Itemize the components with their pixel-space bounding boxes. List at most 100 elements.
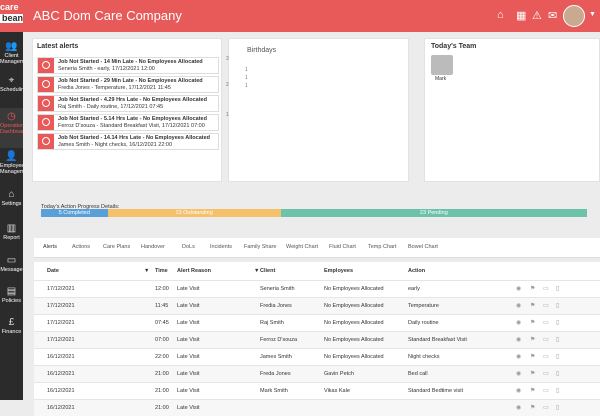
col-action[interactable]: Action (408, 268, 426, 274)
mail-icon[interactable]: ✉ (548, 10, 558, 22)
table-row[interactable]: 17/12/2021 07:00 Late Visit Ferroz D'souza N… (34, 331, 600, 348)
cell-client: Freda Jones (260, 371, 291, 377)
comment-icon[interactable]: ▭ (543, 405, 549, 411)
cell-action: Night checks (408, 354, 440, 360)
view-icon[interactable]: ◉ (516, 320, 522, 326)
flag-icon[interactable]: ⚑ (530, 320, 536, 326)
cell-reason: Late Visit (177, 371, 200, 377)
alert-item[interactable]: Job Not Started - 5.14 Hrs Late - No Emp… (37, 114, 219, 131)
view-icon[interactable]: ◉ (516, 286, 522, 292)
warning-icon[interactable]: ⚠ (532, 10, 542, 22)
comment-icon[interactable]: ▭ (543, 286, 549, 292)
delete-icon[interactable]: ▯ (556, 405, 560, 411)
table-row[interactable]: 17/12/2021 11:45 Late Visit Fredia Jones No … (34, 297, 600, 314)
tab-care-plans[interactable]: Care Plans (103, 244, 131, 250)
team-member-photo[interactable] (431, 55, 453, 75)
flag-icon[interactable]: ⚑ (530, 354, 536, 360)
delete-icon[interactable]: ▯ (556, 354, 560, 360)
view-icon[interactable]: ◉ (516, 388, 522, 394)
comment-icon[interactable]: ▭ (543, 303, 549, 309)
tab-dols[interactable]: DoLs (182, 244, 195, 250)
view-icon[interactable]: ◉ (516, 337, 522, 343)
tab-alerts[interactable]: Alerts (43, 244, 58, 250)
delete-icon[interactable]: ▯ (556, 320, 560, 326)
view-icon[interactable]: ◉ (516, 371, 522, 377)
alert-item[interactable]: Job Not Started - 4.29 Hrs Late - No Emp… (37, 95, 219, 112)
tab-handover[interactable]: Handover (141, 244, 165, 250)
flag-icon[interactable]: ⚑ (530, 303, 536, 309)
alert-detail: Fredia Jones - Temperature, 17/12/2021 1… (58, 85, 171, 91)
col-time[interactable]: Time (155, 268, 168, 274)
sidebar-item-finance[interactable]: £ Finance (0, 314, 23, 354)
alert-title: Job Not Started - 29 Min Late - No Emplo… (58, 78, 203, 84)
delete-icon[interactable]: ▯ (556, 337, 560, 343)
calendar-icon[interactable]: ▦ (516, 10, 527, 22)
user-avatar[interactable] (563, 5, 585, 27)
flag-icon[interactable]: ⚑ (530, 405, 536, 411)
alert-detail: Ferroz D'souza - Standard Breakfast Visi… (58, 123, 205, 129)
sidebar-item-message[interactable]: ▭ Message (0, 252, 23, 292)
alert-title: Job Not Started - 14.14 Hrs Late - No Em… (58, 135, 211, 141)
chevron-down-icon[interactable]: ▼ (589, 11, 596, 18)
alert-badge (38, 115, 54, 130)
sidebar-item-settings[interactable]: ⌂ Settings (0, 186, 23, 226)
flag-icon[interactable]: ⚑ (530, 286, 536, 292)
flag-icon[interactable]: ⚑ (530, 337, 536, 343)
clock-icon (42, 80, 50, 88)
home-icon[interactable]: ⌂ (497, 9, 504, 21)
sidebar-item-employees[interactable]: 👤 Employees Management (0, 148, 23, 188)
comment-icon[interactable]: ▭ (543, 388, 549, 394)
view-icon[interactable]: ◉ (516, 405, 522, 411)
employees-icon: 👤 (5, 151, 18, 162)
col-date[interactable]: Date (47, 268, 59, 274)
sidebar-item-report[interactable]: ▥ Report (0, 220, 23, 260)
comment-icon[interactable]: ▭ (543, 354, 549, 360)
alert-item[interactable]: Job Not Started - 29 Min Late - No Emplo… (37, 76, 219, 93)
tab-family-share[interactable]: Family Share (244, 244, 277, 250)
table-row[interactable]: 16/12/2021 21:00 Late Visit ◉ ⚑ ▭ ▯ (34, 399, 600, 416)
tab-fluid-chart[interactable]: Fluid Chart (329, 244, 356, 250)
cell-reason: Late Visit (177, 388, 200, 394)
sidebar-item-policies[interactable]: ▤ Policies (0, 283, 23, 323)
cell-employees: Gavin Petch (324, 371, 354, 377)
delete-icon[interactable]: ▯ (556, 371, 560, 377)
sidebar-item-scheduling[interactable]: ⌖ Scheduling (0, 72, 23, 112)
cell-time: 11:45 (155, 303, 169, 309)
team-member-name: Mark (435, 76, 447, 82)
filter-icon[interactable]: ▼ (254, 268, 260, 274)
alert-item[interactable]: Job Not Started - 14.14 Hrs Late - No Em… (37, 133, 219, 150)
alert-item[interactable]: Job Not Started - 14 Min Late - No Emplo… (37, 57, 219, 74)
view-icon[interactable]: ◉ (516, 354, 522, 360)
sidebar-item-client[interactable]: 👥 Client Management (0, 38, 23, 78)
view-icon[interactable]: ◉ (516, 303, 522, 309)
comment-icon[interactable]: ▭ (543, 320, 549, 326)
table-row[interactable]: 16/12/2021 22:00 Late Visit James Smith No E… (34, 348, 600, 365)
flag-icon[interactable]: ⚑ (530, 388, 536, 394)
sidebar-item-operations[interactable]: ◷ Operations Dashboard (0, 108, 23, 148)
table-row[interactable]: 16/12/2021 21:00 Late Visit Mark Smith Vikas… (34, 382, 600, 399)
tab-actions[interactable]: Actions (72, 244, 91, 250)
tab-weight-chart[interactable]: Weight Chart (286, 244, 318, 250)
tab-temp-chart[interactable]: Temp Chart (368, 244, 397, 250)
table-row[interactable]: 17/12/2021 12:00 Late Visit Seneria Smith No… (34, 280, 600, 297)
table-row[interactable]: 17/12/2021 07:45 Late Visit Raj Smith No Emp… (34, 314, 600, 331)
cell-client: Raj Smith (260, 320, 284, 326)
birthdays-title: Birthdays (247, 47, 277, 54)
tab-bowel-chart[interactable]: Bowel Chart (408, 244, 438, 250)
app-logo[interactable]: care beans (0, 0, 23, 32)
col-client[interactable]: Client (260, 268, 276, 274)
table-row[interactable]: 16/12/2021 21:00 Late Visit Freda Jones Gavi… (34, 365, 600, 382)
comment-icon[interactable]: ▭ (543, 337, 549, 343)
delete-icon[interactable]: ▯ (556, 286, 560, 292)
delete-icon[interactable]: ▯ (556, 388, 560, 394)
filter-icon[interactable]: ▼ (144, 268, 150, 274)
delete-icon[interactable]: ▯ (556, 303, 560, 309)
col-employees[interactable]: Employees (324, 268, 354, 274)
cell-action: early (408, 286, 420, 292)
cell-reason: Late Visit (177, 286, 200, 292)
comment-icon[interactable]: ▭ (543, 371, 549, 377)
flag-icon[interactable]: ⚑ (530, 371, 536, 377)
tab-incidents[interactable]: Incidents (210, 244, 233, 250)
alert-detail: James Smith - Night checks, 16/12/2021 2… (58, 142, 173, 148)
col-reason[interactable]: Alert Reason (177, 268, 211, 274)
